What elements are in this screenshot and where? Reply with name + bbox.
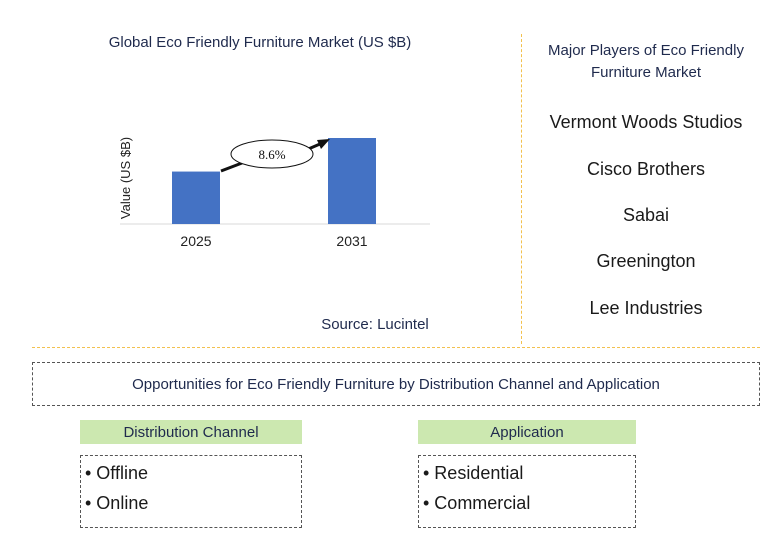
x-tick-label: 2031 [336,233,367,249]
player-item: Vermont Woods Studios [549,112,743,132]
bar-chart: Value (US $B) 2025 2031 8.6% [118,137,430,249]
opportunities-title: Opportunities for Eco Friendly Furniture… [132,375,660,393]
player-item: Sabai [622,205,670,225]
cagr-label: 8.6% [258,147,285,162]
application-header: Application [418,420,636,444]
source-label: Source: Lucintel [321,316,429,333]
bar-2031 [328,138,376,224]
bar-2025 [172,171,220,224]
player-item: Cisco Brothers [586,159,706,179]
list-item: • Online [85,493,149,513]
horizontal-divider [32,347,760,348]
players-title: Major Players of Eco Friendly Furniture … [548,42,744,81]
list-item: • Commercial [423,493,531,513]
cagr-arrow-head [317,139,330,149]
vertical-divider [521,34,522,344]
list-item: • Residential [423,463,524,483]
cagr-arrow-left [220,161,243,173]
x-tick-label: 2025 [180,233,211,249]
y-axis-label: Value (US $B) [118,137,133,219]
opportunities-banner: Opportunities for Eco Friendly Furniture… [32,362,760,406]
chart-title: Global Eco Friendly Furniture Market (US… [108,34,412,51]
player-item: Greenington [596,251,696,271]
list-item: • Offline [85,463,148,483]
distribution-header: Distribution Channel [80,420,302,444]
player-item: Lee Industries [589,298,703,318]
application-list: • Residential • Commercial [418,455,636,528]
distribution-list: • Offline • Online [80,455,302,528]
cagr-ellipse [230,139,314,169]
